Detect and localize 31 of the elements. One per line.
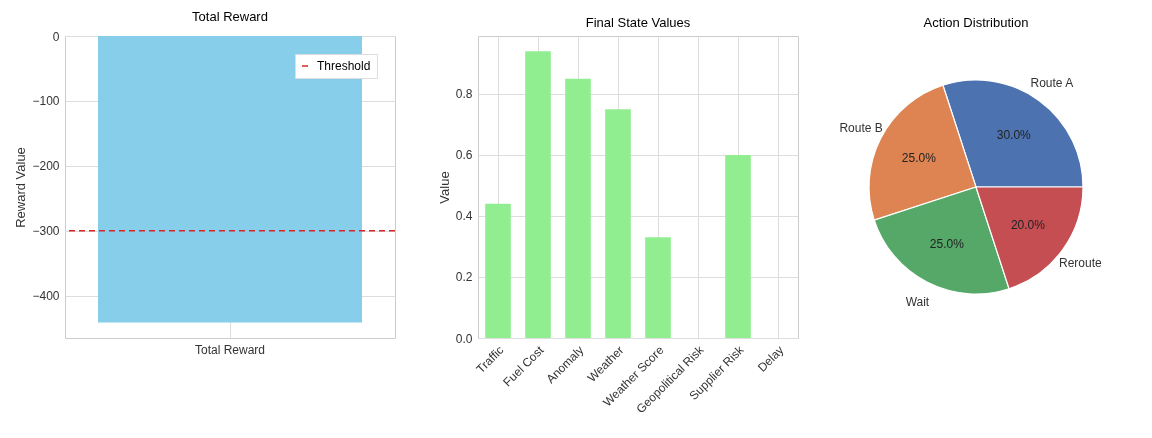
y-axis-title: Value xyxy=(436,171,452,204)
data-label: 25.0% xyxy=(929,237,965,252)
data-label: 30.0% xyxy=(996,128,1032,143)
bar xyxy=(525,51,551,338)
chart-title: Final State Values xyxy=(585,15,691,30)
slice-label: Route A xyxy=(1030,75,1074,90)
y-tick-label: 0.2 xyxy=(455,270,473,285)
chart-title: Action Distribution xyxy=(923,15,1029,30)
y-tick-label: 0.0 xyxy=(455,331,473,346)
y-tick-label: −300 xyxy=(32,224,60,239)
y-tick-label: 0.4 xyxy=(455,209,473,224)
slice-label: Wait xyxy=(905,294,930,309)
y-tick-label: −400 xyxy=(32,289,60,304)
bar xyxy=(605,109,631,338)
y-axis-title: Reward Value xyxy=(13,147,29,228)
chart-title: Total Reward xyxy=(192,9,268,24)
x-tick-label: Total Reward xyxy=(194,342,266,357)
y-tick-label: 0 xyxy=(52,29,60,44)
data-label: 25.0% xyxy=(901,150,937,165)
y-tick-label: −100 xyxy=(32,94,60,109)
bar xyxy=(485,203,511,338)
bar xyxy=(645,237,671,338)
y-tick-label: 0.8 xyxy=(455,87,473,102)
y-tick-label: −200 xyxy=(32,159,60,174)
bar xyxy=(565,78,591,338)
y-tick-label: 0.6 xyxy=(455,148,473,163)
slice-label: Route B xyxy=(839,121,883,136)
bar xyxy=(725,154,751,338)
legend-label: Threshold xyxy=(317,59,371,73)
slice-label: Reroute xyxy=(1059,255,1103,270)
data-label: 20.0% xyxy=(1010,217,1046,232)
